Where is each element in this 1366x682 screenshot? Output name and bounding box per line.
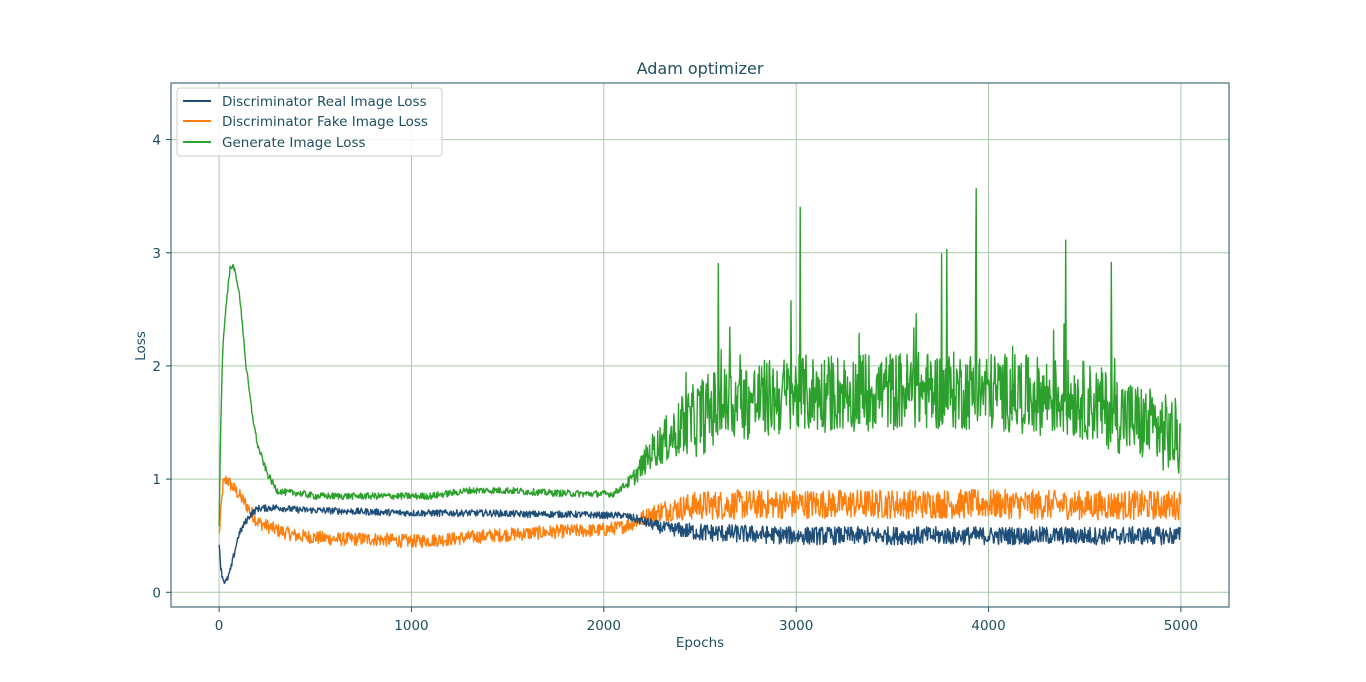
y-tick-label: 1 — [152, 472, 161, 488]
x-tick-label: 0 — [215, 618, 224, 634]
chart-title: Adam optimizer — [637, 59, 764, 78]
series-lines — [218, 187, 1182, 585]
x-tick-label: 2000 — [587, 618, 621, 634]
legend: Discriminator Real Image Loss Discrimina… — [176, 87, 443, 157]
y-tick-label: 4 — [152, 133, 161, 149]
x-tick-label: 5000 — [1164, 618, 1198, 634]
series-line-1 — [218, 475, 1182, 549]
y-tick-label: 2 — [152, 359, 161, 375]
y-tick-label: 3 — [152, 246, 161, 262]
series-line-2 — [218, 187, 1182, 527]
x-tick-label: 3000 — [779, 618, 813, 634]
legend-label-fake: Discriminator Fake Image Loss — [222, 114, 428, 130]
x-tick-label: 1000 — [394, 618, 428, 634]
series-line-0 — [218, 504, 1182, 585]
ticks: 0 1000 2000 3000 4000 5000 0 1 2 3 4 — [152, 133, 1198, 634]
x-axis-label: Epochs — [676, 635, 724, 651]
legend-box — [176, 87, 443, 157]
legend-label-generate: Generate Image Loss — [222, 135, 366, 151]
legend-label-real: Discriminator Real Image Loss — [222, 94, 427, 110]
y-tick-label: 0 — [152, 585, 161, 601]
x-tick-label: 4000 — [971, 618, 1005, 634]
y-axis-label: Loss — [133, 331, 149, 361]
plot-frame — [170, 82, 1230, 608]
